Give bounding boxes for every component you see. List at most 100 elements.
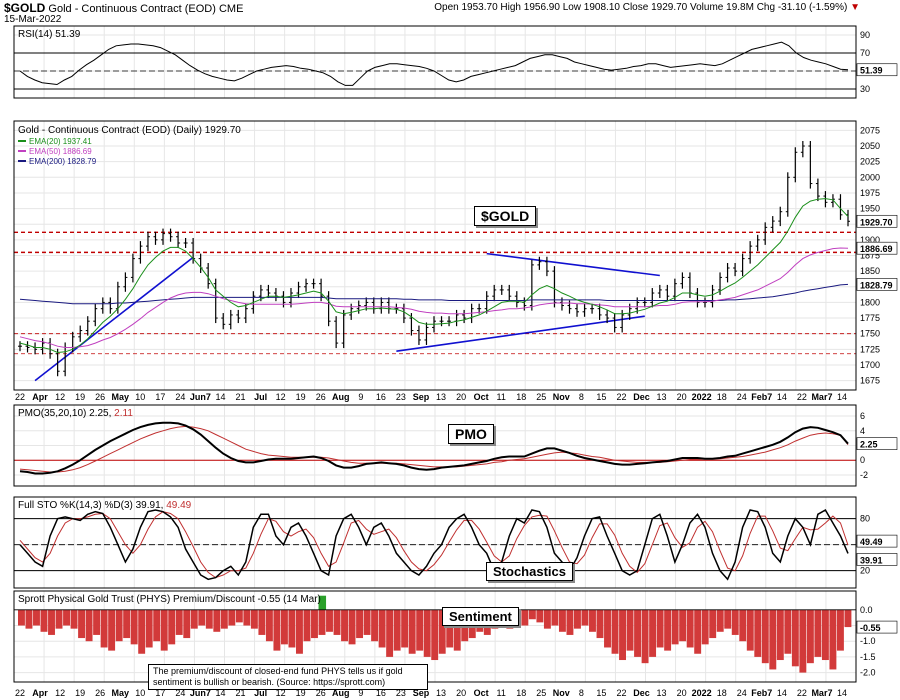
phys-bar — [671, 609, 679, 645]
legend-entry: EMA(50) 1886.69 — [29, 147, 92, 156]
x-axis-label-bottom: 22 — [15, 688, 25, 698]
x-axis-label: 22 — [15, 392, 25, 402]
exchange: CME — [218, 3, 244, 15]
phys-bar — [739, 609, 747, 642]
x-axis-label: 13 — [436, 392, 446, 402]
x-axis-label-bottom: 14 — [215, 688, 225, 698]
sto-d-line — [19, 511, 849, 579]
phys-bar — [619, 609, 626, 661]
x-axis-label-bottom: 22 — [616, 688, 626, 698]
phys-bar — [303, 609, 311, 642]
price-tick-label: 1750 — [860, 329, 880, 339]
phys-bar — [123, 609, 131, 639]
phys-bar — [175, 609, 183, 635]
ema200-value: 1828.79 — [860, 280, 893, 290]
phys-bar — [393, 609, 401, 651]
x-axis-label-bottom: Dec — [633, 688, 650, 698]
stochastics-callout: Stochastics — [486, 562, 573, 581]
quote-summary: Open 1953.70 High 1956.90 Low 1908.10 Cl… — [434, 2, 860, 13]
x-axis-label: 20 — [456, 392, 466, 402]
instrument-name: Gold - Continuous Contract (EOD) — [48, 3, 216, 15]
x-axis-label-bottom: Jun7 — [190, 688, 211, 698]
x-axis-label: 12 — [276, 392, 286, 402]
phys-bar — [634, 609, 642, 657]
x-axis-label-bottom: 20 — [456, 688, 466, 698]
x-axis-label-bottom: 26 — [316, 688, 326, 698]
phys-bar — [401, 609, 409, 648]
phys-bar — [288, 609, 296, 648]
x-axis-label-bottom: 19 — [296, 688, 306, 698]
phys-bar — [664, 609, 672, 651]
phys-bar — [446, 609, 454, 648]
x-axis-label: May — [111, 392, 129, 402]
price-frame — [13, 120, 857, 391]
sto-d-value-box — [856, 534, 898, 548]
phys-bar — [746, 609, 754, 651]
symbol: $GOLD — [4, 1, 46, 15]
phys-bar — [33, 609, 40, 626]
price-tick-label: 2075 — [860, 125, 880, 135]
phys-bar — [423, 609, 431, 657]
price-tick-label: 2050 — [860, 141, 880, 151]
sto-frame — [13, 496, 857, 589]
x-axis-label-bottom: 22 — [797, 688, 807, 698]
phys-bar — [311, 609, 318, 639]
x-axis-label: 21 — [236, 392, 246, 402]
phys-bar — [386, 609, 394, 657]
price-tick-label: 1975 — [860, 188, 880, 198]
legend-entry: EMA(20) 1937.41 — [29, 137, 92, 146]
x-axis-label-bottom: Jul — [254, 688, 267, 698]
phys-bar — [168, 609, 176, 645]
phys-tick-label: 0.0 — [860, 605, 873, 615]
pmo-last-value: 2.25 — [860, 440, 878, 450]
phys-bar — [776, 609, 784, 661]
phys-bar — [724, 609, 732, 629]
pmo-tick-label: 4 — [860, 426, 865, 436]
phys-tick-label: -2.0 — [860, 668, 876, 678]
x-axis-label: 18 — [516, 392, 526, 402]
phys-bar — [581, 609, 589, 626]
x-axis-label-bottom: 18 — [717, 688, 727, 698]
sentiment-callout: Sentiment — [442, 607, 519, 626]
phys-bar — [273, 609, 281, 651]
pmo-line — [19, 421, 849, 475]
phys-bar — [318, 609, 326, 635]
phys-bar — [190, 609, 198, 629]
phys-bar — [145, 609, 153, 648]
x-axis-label-bottom: Oct — [474, 688, 489, 698]
phys-bar — [589, 609, 596, 632]
phys-bar — [551, 609, 559, 626]
x-axis-label-bottom: Sep — [413, 688, 430, 698]
phys-bar — [836, 609, 844, 651]
phys-bar — [70, 609, 78, 629]
x-axis-label: 19 — [296, 392, 306, 402]
phys-bar — [108, 609, 116, 651]
ema200-value-box — [856, 278, 898, 291]
phys-bar — [694, 609, 702, 654]
phys-bar — [258, 609, 266, 635]
phys-bar — [93, 609, 101, 635]
phys-bar — [821, 609, 829, 661]
sto-tick-label: 20 — [860, 566, 870, 576]
x-axis-label: Sep — [413, 392, 430, 402]
x-axis-label: 16 — [376, 392, 386, 402]
x-axis-label-bottom: Nov — [553, 688, 570, 698]
phys-bar — [799, 609, 807, 673]
phys-bar — [416, 609, 424, 651]
down-arrow-icon: ▼ — [850, 2, 860, 13]
x-axis-label-bottom: 13 — [436, 688, 446, 698]
phys-bar — [784, 609, 792, 654]
phys-bar — [701, 609, 709, 645]
x-axis-label-bottom: 24 — [175, 688, 185, 698]
x-axis-label-bottom: Feb7 — [751, 688, 772, 698]
phys-bar — [63, 609, 70, 626]
rsi-frame — [13, 25, 857, 99]
phys-bar — [213, 609, 221, 632]
phys-bar — [25, 609, 33, 629]
x-axis-label-bottom: 16 — [376, 688, 386, 698]
pmo-tick-label: 6 — [860, 411, 865, 421]
x-axis-label: 25 — [536, 392, 546, 402]
x-axis-label: Apr — [32, 392, 48, 402]
x-axis-label: 14 — [777, 392, 787, 402]
x-axis-label: 12 — [55, 392, 65, 402]
